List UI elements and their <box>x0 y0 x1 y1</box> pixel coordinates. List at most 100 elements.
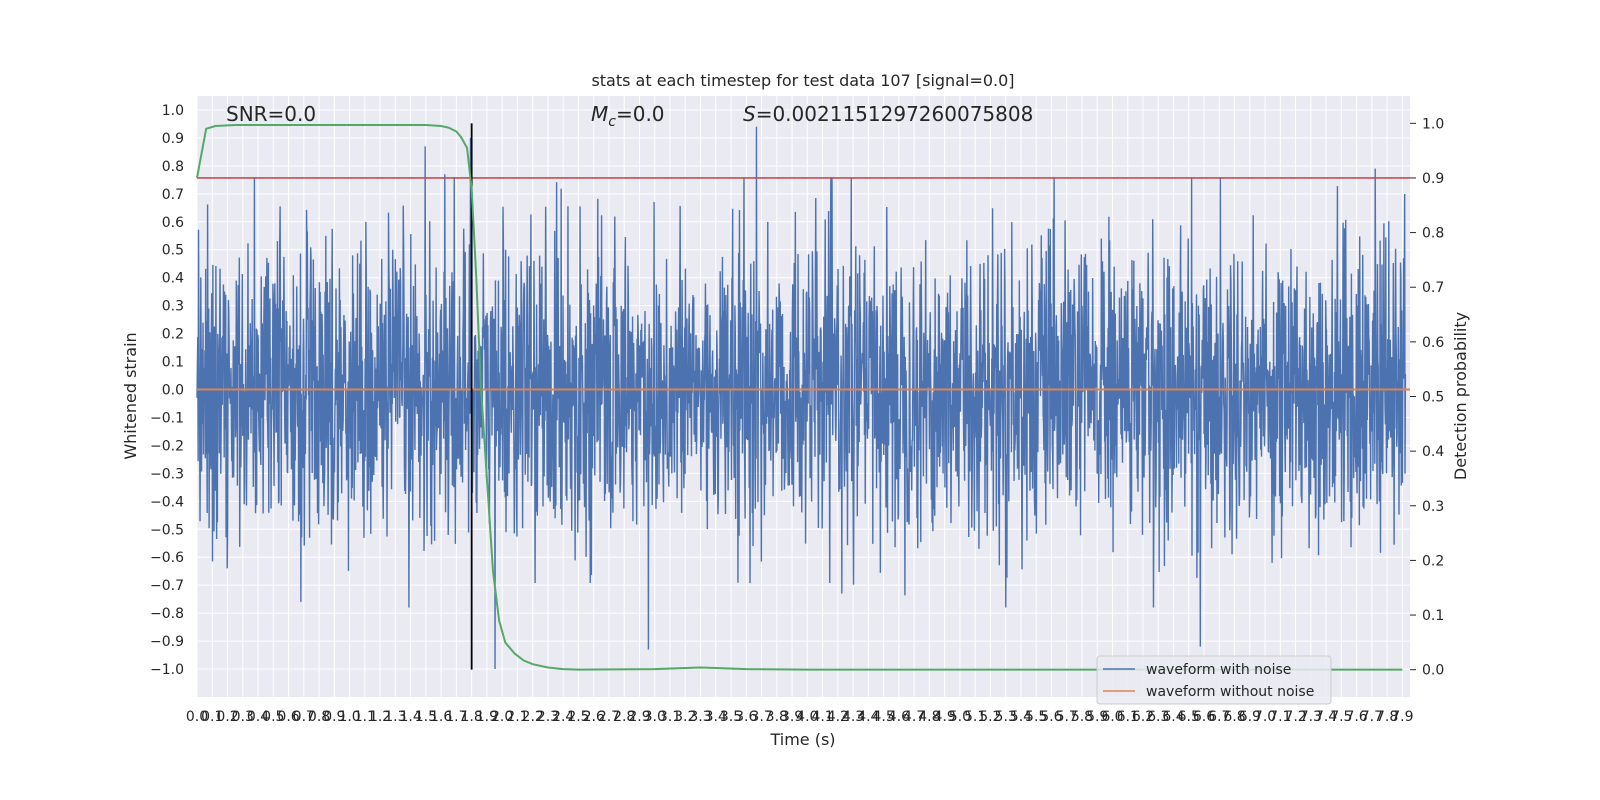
x-tick-label: 3.1 <box>659 709 681 725</box>
chart-title: stats at each timestep for test data 107… <box>591 71 1014 90</box>
x-tick-label: 0.3 <box>232 709 254 725</box>
y-tick-label: −0.7 <box>150 578 184 594</box>
x-tick-label: 1.3 <box>384 709 406 725</box>
x-tick-label: 1.5 <box>415 709 437 725</box>
y2-tick-label: 0.8 <box>1422 226 1444 242</box>
y-tick-label: −0.4 <box>150 494 184 510</box>
x-tick-label: 5.9 <box>1086 709 1108 725</box>
y-tick-label: −0.3 <box>150 466 184 482</box>
x-tick-label: 5.3 <box>995 709 1017 725</box>
x-tick-label: 7.2 <box>1284 709 1306 725</box>
chirp-mass-annotation: Mc=0.0 <box>591 102 665 130</box>
x-tick-label: 1.2 <box>369 709 391 725</box>
x-tick-label: 0.6 <box>277 709 299 725</box>
waveform-with-noise-series <box>196 126 1407 670</box>
left-axis-ticks: 1.0 0.9 0.8 0.7 0.6 0.5 0.4 0.3 0.2 0.1 0.0 −0.1 −0.… <box>150 103 184 678</box>
y-tick-label: −0.2 <box>150 438 184 454</box>
y-axis-label: Whitened strain <box>121 332 140 459</box>
x-tick-label: 5.7 <box>1056 709 1078 725</box>
x-tick-label: 2.2 <box>522 709 544 725</box>
x-tick-label: 4.5 <box>872 709 894 725</box>
y-tick-label: 0.7 <box>162 187 184 203</box>
x-tick-label: 4.4 <box>857 709 879 725</box>
x-tick-label: 6.1 <box>1117 709 1139 725</box>
mc-symbol: M <box>591 102 608 126</box>
x-tick-label: 0.8 <box>308 709 330 725</box>
y-tick-label: −0.1 <box>150 410 184 426</box>
x-axis-ticks: 0.00.10.20.30.40.50.60.70.80.91.01.11.21… <box>186 709 1414 725</box>
x-tick-label: 7.1 <box>1269 709 1291 725</box>
x-tick-label: 4.3 <box>842 709 864 725</box>
x-tick-label: 4.9 <box>934 709 956 725</box>
legend: waveform with noise waveform without noi… <box>1096 655 1332 705</box>
x-tick-label: 5.0 <box>949 709 971 725</box>
x-tick-label: 1.0 <box>338 709 360 725</box>
x-tick-label: 7.6 <box>1345 709 1367 725</box>
x-tick-label: 2.8 <box>613 709 635 725</box>
s-value: =0.0021151297260075808 <box>756 102 1034 126</box>
legend-label-clean: waveform without noise <box>1146 684 1314 700</box>
x-tick-label: 1.8 <box>461 709 483 725</box>
legend-box <box>1096 655 1332 705</box>
x-tick-label: 7.9 <box>1391 709 1413 725</box>
x-tick-label: 5.2 <box>979 709 1001 725</box>
mc-value: =0.0 <box>616 102 665 126</box>
x-tick-label: 4.8 <box>918 709 940 725</box>
x-tick-label: 6.2 <box>1132 709 1154 725</box>
x-tick-label: 3.8 <box>766 709 788 725</box>
mc-subscript: c <box>608 114 616 130</box>
x-tick-label: 4.7 <box>903 709 925 725</box>
x-tick-label: 3.2 <box>674 709 696 725</box>
y-tick-label: 1.0 <box>162 103 184 119</box>
noise-series-line <box>196 126 1407 670</box>
snr-annotation: SNR=0.0 <box>226 102 316 126</box>
x-tick-label: 3.7 <box>750 709 772 725</box>
score-annotation: S=0.0021151297260075808 <box>743 102 1033 126</box>
s-symbol: S <box>743 102 756 126</box>
x-tick-label: 2.9 <box>628 709 650 725</box>
x-tick-label: 2.4 <box>552 709 574 725</box>
y-tick-label: 0.1 <box>162 355 184 371</box>
x-tick-label: 5.1 <box>964 709 986 725</box>
x-tick-label: 6.0 <box>1101 709 1123 725</box>
x-tick-label: 3.0 <box>644 709 666 725</box>
x-tick-label: 4.6 <box>888 709 910 725</box>
y2-tick-label: 0.7 <box>1422 280 1444 296</box>
y2-tick-label: 1.0 <box>1422 116 1444 132</box>
x-tick-label: 0.0 <box>186 709 208 725</box>
x-tick-label: 2.7 <box>598 709 620 725</box>
x-tick-label: 1.4 <box>399 709 421 725</box>
y2-tick-label: 0.5 <box>1422 390 1444 406</box>
x-tick-label: 5.8 <box>1071 709 1093 725</box>
x-tick-label: 3.5 <box>720 709 742 725</box>
detection-probability-line <box>196 123 1403 671</box>
x-tick-label: 7.8 <box>1376 709 1398 725</box>
x-tick-label: 0.2 <box>216 709 238 725</box>
y-tick-label: −0.5 <box>150 522 184 538</box>
x-tick-label: 7.5 <box>1330 709 1352 725</box>
y-tick-label: 0.4 <box>162 271 184 287</box>
x-tick-label: 2.0 <box>491 709 513 725</box>
x-tick-label: 2.1 <box>506 709 528 725</box>
x-axis-label: Time (s) <box>769 730 835 749</box>
y-tick-label: 0.5 <box>162 243 184 259</box>
right-axis-ticks: 1.0 0.9 0.8 0.7 0.6 0.5 0.4 0.3 0.2 0.1 0.0 <box>1410 116 1444 679</box>
x-tick-label: 5.6 <box>1040 709 1062 725</box>
y2-tick-label: 0.1 <box>1422 608 1444 624</box>
y2-tick-label: 0.9 <box>1422 171 1444 187</box>
y-tick-label: 0.6 <box>162 215 184 231</box>
y-tick-label: −0.8 <box>150 606 184 622</box>
y2-tick-label: 0.2 <box>1422 553 1444 569</box>
x-tick-label: 2.5 <box>567 709 589 725</box>
x-tick-label: 2.3 <box>537 709 559 725</box>
y-tick-label: 0.8 <box>162 159 184 175</box>
x-tick-label: 6.6 <box>1193 709 1215 725</box>
x-tick-label: 6.7 <box>1208 709 1230 725</box>
x-tick-label: 1.1 <box>354 709 376 725</box>
x-tick-label: 7.3 <box>1300 709 1322 725</box>
legend-label-noise: waveform with noise <box>1146 662 1291 678</box>
x-tick-label: 3.3 <box>689 709 711 725</box>
x-tick-label: 1.6 <box>430 709 452 725</box>
x-tick-label: 4.2 <box>827 709 849 725</box>
